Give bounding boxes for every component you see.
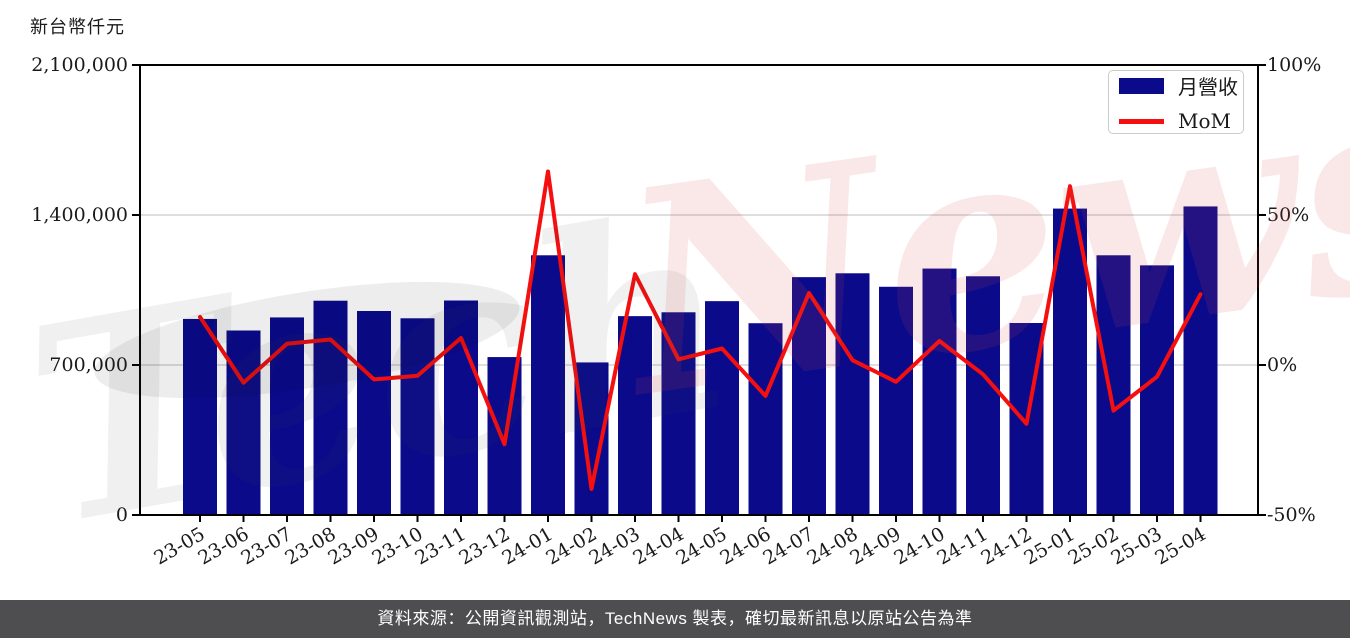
plot-frame — [139, 64, 1259, 516]
y-left-tick-label-0: 0 — [115, 504, 128, 526]
bar-25-04 — [1183, 206, 1218, 515]
bar-24-06 — [748, 323, 783, 515]
bar-25-01 — [1053, 208, 1087, 516]
legend-bar-swatch — [1119, 77, 1164, 94]
legend-line-label: MoM — [1178, 109, 1231, 133]
bar-24-10 — [922, 268, 957, 515]
y-right-tick-label-50: 50% — [1267, 204, 1310, 226]
mom-line — [198, 169, 1203, 491]
bar-25-02 — [1096, 255, 1131, 516]
bar-23-09 — [357, 311, 391, 515]
legend: 月營收 MoM — [1108, 70, 1244, 134]
bar-23-06 — [226, 330, 261, 515]
y-right-tick-label-0: 0% — [1267, 354, 1298, 376]
bar-24-04 — [661, 312, 696, 515]
plot-svg — [132, 64, 1266, 522]
bar-24-09 — [879, 286, 913, 515]
y-axis-unit-label: 新台幣仟元 — [30, 17, 125, 38]
y-right-tick-label--50: -50% — [1267, 504, 1316, 526]
bar-23-10 — [400, 318, 435, 515]
source-footer: 資料來源：公開資訊觀測站，TechNews 製表，確切最新訊息以原站公告為準 — [0, 600, 1350, 638]
bar-24-08 — [835, 273, 870, 515]
legend-row-mom: MoM — [1109, 109, 1243, 133]
y-left-tick-label-1400000: 1,400,000 — [31, 204, 128, 226]
bar-23-08 — [313, 300, 348, 515]
y-left-tick-label-700000: 700,000 — [49, 354, 128, 376]
y-left-tick-label-2100000: 2,100,000 — [31, 54, 128, 76]
bar-25-03 — [1140, 265, 1174, 515]
bar-23-05 — [183, 318, 217, 515]
bar-24-01 — [531, 255, 565, 516]
bar-23-07 — [270, 317, 304, 515]
bar-24-03 — [618, 316, 652, 515]
y-right-tick-label-100: 100% — [1267, 54, 1322, 76]
bar-24-05 — [705, 301, 739, 515]
bar-24-11 — [966, 276, 1000, 515]
legend-bar-label: 月營收 — [1178, 75, 1238, 99]
legend-row-revenue: 月營收 — [1109, 71, 1243, 100]
legend-line-swatch — [1119, 118, 1164, 124]
